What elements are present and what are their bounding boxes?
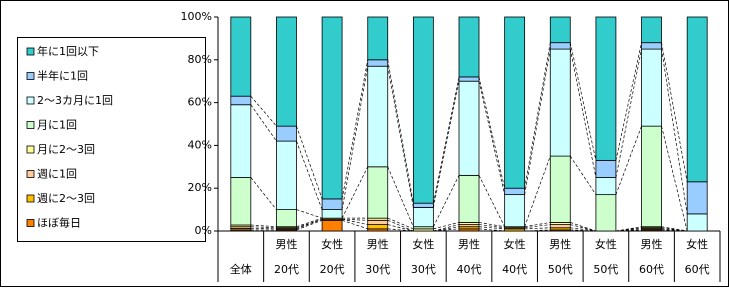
legend-swatch	[27, 220, 34, 227]
bar-segment	[413, 17, 433, 203]
bar-segment	[550, 49, 570, 156]
x-tick-label: 50代	[593, 263, 618, 276]
legend-label: 年に1回以下	[37, 44, 99, 58]
legend-label: 月に1回	[37, 119, 77, 132]
legend-label: ほぼ毎日	[37, 217, 81, 230]
bar-segment	[368, 167, 388, 218]
bar-segment	[413, 207, 433, 226]
bar-segment	[322, 220, 342, 231]
x-tick-label: 60代	[685, 263, 710, 276]
legend-swatch	[27, 195, 34, 202]
bar-segment	[642, 17, 662, 43]
bar-segment	[459, 17, 479, 77]
bar-segment	[596, 160, 616, 177]
bar-segment	[687, 214, 707, 231]
legend-swatch	[27, 97, 34, 104]
y-tick-label: 60%	[188, 96, 212, 109]
legend-label: 週に1回	[37, 168, 77, 181]
bar-segment	[642, 126, 662, 227]
bar-segment	[505, 17, 525, 188]
bar-segment	[276, 210, 296, 227]
bar-segment	[368, 60, 388, 66]
x-tick-label: 20代	[320, 263, 345, 276]
bar-segment	[413, 203, 433, 207]
bar-segment	[322, 199, 342, 210]
legend-swatch	[27, 171, 34, 178]
y-tick-label: 20%	[188, 181, 212, 194]
bar-segment	[231, 105, 251, 178]
legend-swatch	[27, 73, 34, 80]
x-tick-label: 50代	[548, 263, 573, 276]
bar-segment	[231, 178, 251, 226]
x-tick-label: 女性	[504, 237, 526, 251]
y-tick-label: 100%	[181, 10, 212, 23]
x-tick-label: 60代	[639, 263, 664, 276]
bar-segment	[505, 195, 525, 227]
bar-segment	[368, 17, 388, 60]
bar-segment	[276, 141, 296, 209]
bar-segment	[276, 126, 296, 141]
legend-label: 月に2～3回	[37, 143, 95, 156]
bar-segment	[276, 17, 296, 126]
legend-swatch	[27, 146, 34, 153]
x-tick-label: 男性	[367, 237, 389, 251]
bar-segment	[642, 43, 662, 49]
bar-segment	[368, 66, 388, 167]
bar-segment	[459, 77, 479, 81]
bar-segment	[596, 17, 616, 160]
legend-box	[18, 38, 206, 242]
x-tick-label: 女性	[686, 237, 708, 251]
x-tick-label: 30代	[365, 263, 390, 276]
x-tick-label: 40代	[502, 263, 527, 276]
bar-segment	[459, 175, 479, 222]
bar-segment	[550, 17, 570, 43]
x-tick-label: 20代	[274, 263, 299, 276]
bar-segment	[596, 195, 616, 231]
bar-segment	[687, 17, 707, 182]
y-tick-label: 0%	[195, 224, 212, 237]
bar-segment	[642, 49, 662, 126]
bar-segment	[322, 17, 342, 199]
y-tick-label: 80%	[188, 53, 212, 66]
y-tick-label: 40%	[188, 138, 212, 151]
bar-segment	[596, 178, 616, 195]
bar-segment	[368, 225, 388, 229]
x-tick-label: 40代	[457, 263, 482, 276]
bar-segment	[550, 156, 570, 222]
bar-segment	[231, 96, 251, 105]
legend-swatch	[27, 48, 34, 55]
x-tick-label: 男性	[549, 237, 571, 251]
x-tick-label: 30代	[411, 263, 436, 276]
x-tick-label: 女性	[595, 237, 617, 251]
x-tick-label: 男性	[641, 237, 663, 251]
x-tick-label: 全体	[230, 262, 252, 276]
x-tick-label: 男性	[458, 237, 480, 251]
legend-label: 週に2～3回	[37, 192, 95, 205]
bar-segment	[550, 43, 570, 49]
bar-segment	[322, 210, 342, 219]
x-tick-label: 男性	[275, 237, 297, 251]
legend-swatch	[27, 122, 34, 129]
bar-segment	[368, 220, 388, 224]
x-tick-label: 女性	[321, 237, 343, 251]
bar-segment	[550, 225, 570, 228]
bar-segment	[459, 81, 479, 175]
bar-segment	[687, 182, 707, 214]
bar-segment	[231, 17, 251, 96]
bar-segment	[505, 188, 525, 194]
legend-label: 2～3カ月に1回	[37, 94, 113, 107]
x-tick-label: 女性	[412, 237, 434, 251]
legend-label: 半年に1回	[37, 69, 88, 83]
